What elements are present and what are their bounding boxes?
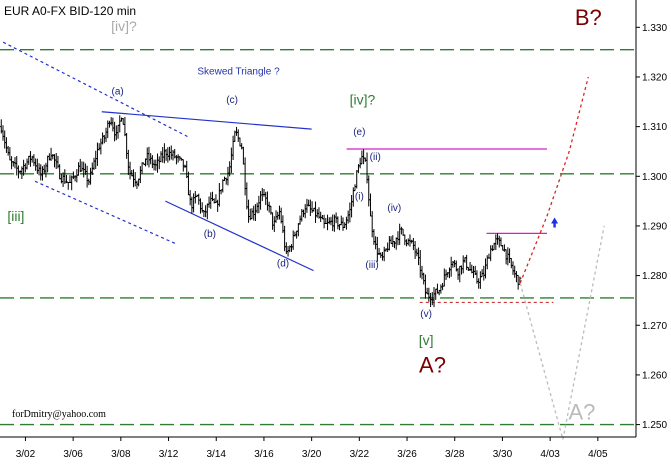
wave-label: B? xyxy=(575,5,602,30)
y-tick-label: 1.290 xyxy=(642,221,667,232)
projection-paths xyxy=(519,76,605,440)
y-tick-label: 1.280 xyxy=(642,271,667,282)
up-arrow-icon xyxy=(551,217,559,228)
wave-label: [iv]? xyxy=(350,91,376,107)
x-tick-label: 4/03 xyxy=(540,449,560,460)
x-tick-label: 3/08 xyxy=(111,449,131,460)
wave-label: (b) xyxy=(204,229,216,240)
x-tick-label: 3/28 xyxy=(445,449,465,460)
x-tick-label: 4/05 xyxy=(588,449,608,460)
y-tick-label: 1.310 xyxy=(642,122,667,133)
y-tick-label: 1.250 xyxy=(642,420,667,431)
wave-label: (iii) xyxy=(365,260,378,271)
wave-label: Skewed Triangle ? xyxy=(197,66,280,77)
wave-label: [iv]? xyxy=(111,18,137,34)
trend-line-2 xyxy=(101,111,312,130)
wave-label: (e) xyxy=(353,127,365,138)
wave-label: [iii] xyxy=(7,208,24,224)
x-tick-label: 3/06 xyxy=(63,449,83,460)
wave-label: A? xyxy=(568,400,595,425)
trend-line-1 xyxy=(34,180,176,244)
x-tick-label: 3/02 xyxy=(16,449,36,460)
chart-title: EUR A0-FX BID-120 min xyxy=(4,4,136,18)
y-tick-label: 1.300 xyxy=(642,172,667,183)
price-bars xyxy=(0,115,522,308)
wave-label: (a) xyxy=(112,86,124,97)
wave-annotations: [iv]? Skewed Triangle ? (a) (b) (c) (d) (e) [iv… xyxy=(7,5,601,425)
trend-line-3 xyxy=(165,200,314,272)
wave-label: [v] xyxy=(419,332,434,348)
wave-label: (ii) xyxy=(370,152,381,163)
credit-text: forDmitry@yahoo.com xyxy=(12,409,106,420)
projection-path-0 xyxy=(519,76,589,284)
x-tick-label: 3/20 xyxy=(302,449,322,460)
wave-label: (i) xyxy=(355,192,364,203)
trend-line-0 xyxy=(2,41,188,138)
projection-path-2 xyxy=(562,225,605,440)
wave-label: (v) xyxy=(420,309,432,320)
x-tick-label: 3/26 xyxy=(397,449,417,460)
wave-label: (c) xyxy=(226,95,238,106)
x-tick-label: 3/30 xyxy=(493,449,513,460)
trend-lines xyxy=(2,41,554,304)
y-tick-label: 1.320 xyxy=(642,72,667,83)
price-bar xyxy=(518,276,522,285)
y-tick-label: 1.260 xyxy=(642,370,667,381)
wave-label: A? xyxy=(419,352,446,377)
x-tick-label: 3/14 xyxy=(207,449,227,460)
wave-label: (d) xyxy=(277,259,289,270)
x-tick-label: 3/16 xyxy=(254,449,274,460)
support-resistance-lines xyxy=(0,48,636,426)
wave-label: (iv) xyxy=(387,203,401,214)
x-tick-label: 3/22 xyxy=(350,449,370,460)
y-tick-label: 1.270 xyxy=(642,321,667,332)
x-tick-label: 3/12 xyxy=(159,449,179,460)
y-tick-label: 1.330 xyxy=(642,23,667,34)
